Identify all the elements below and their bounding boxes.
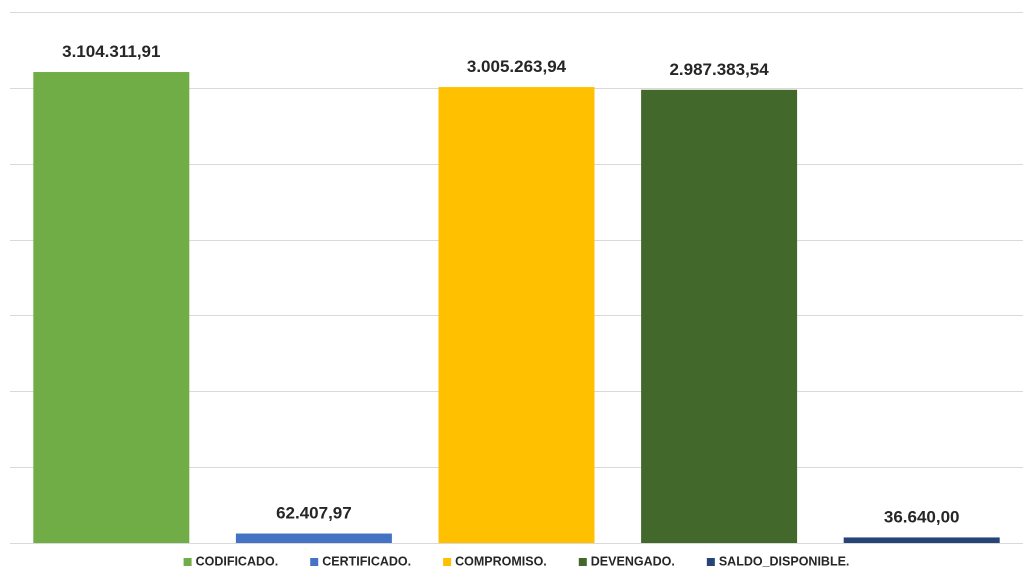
bar-saldo-disponible (843, 537, 1000, 543)
legend-swatch (310, 558, 319, 566)
bar-devengado (641, 89, 798, 543)
legend-label: CODIFICADO. (196, 554, 279, 568)
legend-swatch (578, 558, 587, 566)
data-label: 36.640,00 (884, 507, 960, 526)
bar-codificado (33, 72, 190, 544)
data-label: 3.104.311,91 (62, 42, 160, 61)
legend-item: SALDO_DISPONIBLE. (706, 554, 850, 568)
bar-compromiso (438, 87, 595, 543)
legend-item: CERTIFICADO. (310, 554, 411, 568)
bar-certificado (235, 533, 392, 543)
legend: CODIFICADO. CERTIFICADO. COMPROMISO. DEVENG… (183, 554, 850, 568)
data-label: 2.987.383,54 (669, 60, 769, 79)
legend-swatch (443, 558, 452, 566)
legend-swatch (183, 558, 192, 566)
data-label: 3.005.263,94 (467, 57, 567, 76)
bars (33, 72, 1000, 544)
legend-item: CODIFICADO. (183, 554, 279, 568)
legend-label: CERTIFICADO. (322, 554, 411, 568)
data-labels: 3.104.311,91 62.407,97 3.005.263,94 2.987.3… (62, 42, 959, 526)
legend-label: DEVENGADO. (591, 554, 675, 568)
legend-item: DEVENGADO. (578, 554, 675, 568)
legend-label: SALDO_DISPONIBLE. (719, 554, 850, 568)
legend-label: COMPROMISO. (455, 554, 547, 568)
data-label: 62.407,97 (276, 504, 352, 523)
legend-swatch (706, 558, 715, 566)
legend-item: COMPROMISO. (443, 554, 547, 568)
